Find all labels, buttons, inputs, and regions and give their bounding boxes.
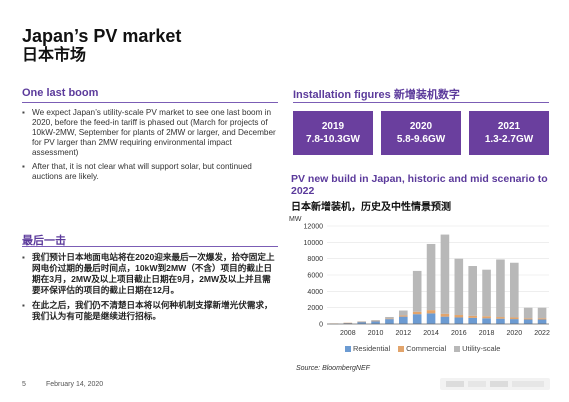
y-tick-label: 12000 <box>304 224 324 231</box>
left-heading-en: One last boom <box>22 87 99 99</box>
installation-box: 2021 1.3-2.7GW <box>469 111 549 155</box>
bar-commercial <box>399 315 408 317</box>
installation-boxes: 2019 7.8-10.3GW 2020 5.8-9.6GW 2021 1.3-… <box>293 111 549 155</box>
watermark-logo <box>440 378 550 390</box>
bar-residential <box>468 317 477 324</box>
page-subtitle: 日本市场 <box>22 47 87 64</box>
legend-item-utility: Utility-scale <box>454 344 500 353</box>
left-heading-rule <box>22 102 278 103</box>
bar-residential <box>510 319 519 324</box>
bar-commercial <box>523 318 533 320</box>
box-year: 2019 <box>321 121 345 132</box>
bar-utility-scale <box>510 262 519 318</box>
page-number: 5 <box>22 381 26 388</box>
bar-utility-scale <box>412 270 422 312</box>
bar-commercial <box>482 316 491 319</box>
bar-utility-scale <box>385 316 394 319</box>
bar-utility-scale <box>482 269 491 317</box>
y-tick-label: 10000 <box>304 240 324 247</box>
bar-commercial <box>537 318 547 320</box>
bar-residential <box>426 313 436 324</box>
bar-utility-scale <box>399 310 408 316</box>
bar-commercial <box>412 311 422 315</box>
bullet-item: After that, it is not clear what will su… <box>22 162 278 182</box>
bar-commercial <box>357 321 366 323</box>
left-heading-cn: 最后一击 <box>22 235 66 247</box>
box-range: 5.8-9.6GW <box>396 134 446 145</box>
bar-utility-scale <box>440 234 450 314</box>
x-tick-label: 2020 <box>507 330 523 337</box>
bar-residential <box>440 316 450 324</box>
bar-residential <box>482 318 491 324</box>
chart-title-cn: 日本新增装机，历史及中性情景预测 <box>291 202 451 213</box>
installation-box: 2020 5.8-9.6GW <box>381 111 461 155</box>
bar-utility-scale <box>357 321 366 322</box>
x-tick-label: 2010 <box>368 330 384 337</box>
left-heading-cn-rule <box>22 246 278 247</box>
x-tick-label: 2018 <box>479 330 495 337</box>
chart-title: PV new build in Japan, historic and mid … <box>291 173 548 197</box>
x-tick-label: 2008 <box>340 330 356 337</box>
bar-residential <box>385 319 394 324</box>
bar-utility-scale <box>468 266 477 316</box>
bar-residential <box>399 316 408 324</box>
y-tick-label: 0 <box>319 322 323 329</box>
box-range: 1.3-2.7GW <box>484 134 534 145</box>
x-tick-label: 2022 <box>534 330 550 337</box>
bullet-list-cn: 我们预计日本地面电站将在2020迎来最后一次爆发，拾夺固定上网电价过期的最后时间… <box>22 252 278 326</box>
bar-commercial <box>468 315 477 318</box>
bar-residential <box>412 314 422 324</box>
bar-commercial <box>510 317 519 320</box>
bar-commercial <box>496 317 505 319</box>
y-axis-label: MW <box>289 216 302 223</box>
legend-item-commercial: Commercial <box>398 344 446 353</box>
legend-item-residential: Residential <box>345 344 390 353</box>
chart-source: Source: BloombergNEF <box>296 365 370 372</box>
bar-commercial <box>426 310 436 314</box>
bar-commercial <box>371 320 380 322</box>
bar-residential <box>523 319 533 324</box>
bar-commercial <box>385 318 394 320</box>
bar-commercial <box>343 322 353 324</box>
box-range: 7.8-10.3GW <box>306 134 360 145</box>
bullet-item: 我们预计日本地面电站将在2020迎来最后一次爆发，拾夺固定上网电价过期的最后时间… <box>22 252 278 296</box>
chart-legend: Residential Commercial Utility-scale <box>345 344 500 353</box>
bar-residential <box>357 321 366 324</box>
bar-utility-scale <box>454 258 464 316</box>
bar-utility-scale <box>496 259 505 318</box>
bar-residential <box>371 321 380 324</box>
bar-residential <box>537 319 547 324</box>
box-year: 2021 <box>497 121 521 132</box>
footer-date: February 14, 2020 <box>46 381 104 388</box>
y-tick-label: 6000 <box>307 273 323 280</box>
installation-heading: Installation figures 新增装机数字 <box>293 89 460 101</box>
bullet-item: 在此之后，我们仍不清楚日本将以何种机制支撑新增光伏需求，我们认为有可能是继续进行… <box>22 300 278 322</box>
y-tick-label: 4000 <box>307 289 323 296</box>
y-tick-label: 8000 <box>307 256 323 263</box>
right-heading-rule <box>293 102 549 103</box>
bar-utility-scale <box>523 307 533 319</box>
bar-residential <box>343 322 353 324</box>
page-title: Japan’s PV market <box>22 26 182 46</box>
bullet-item: We expect Japan’s utility-scale PV marke… <box>22 108 278 158</box>
bar-commercial <box>454 315 464 318</box>
y-tick-label: 2000 <box>307 305 323 312</box>
bar-utility-scale <box>537 307 547 319</box>
x-tick-label: 2016 <box>451 330 467 337</box>
bar-residential <box>496 318 505 324</box>
pv-bar-chart: MW 0 2000 4000 6000 8000 10000 12000 2008 2010 201… <box>289 216 550 337</box>
x-tick-label: 2012 <box>396 330 412 337</box>
bullet-list-en: We expect Japan’s utility-scale PV marke… <box>22 108 278 186</box>
bar-utility-scale <box>371 319 380 321</box>
bar-residential <box>454 317 464 324</box>
box-year: 2020 <box>409 121 433 132</box>
bar-utility-scale <box>426 243 436 311</box>
bar-commercial <box>440 313 450 317</box>
installation-box: 2019 7.8-10.3GW <box>293 111 373 155</box>
x-tick-label: 2014 <box>423 330 439 337</box>
